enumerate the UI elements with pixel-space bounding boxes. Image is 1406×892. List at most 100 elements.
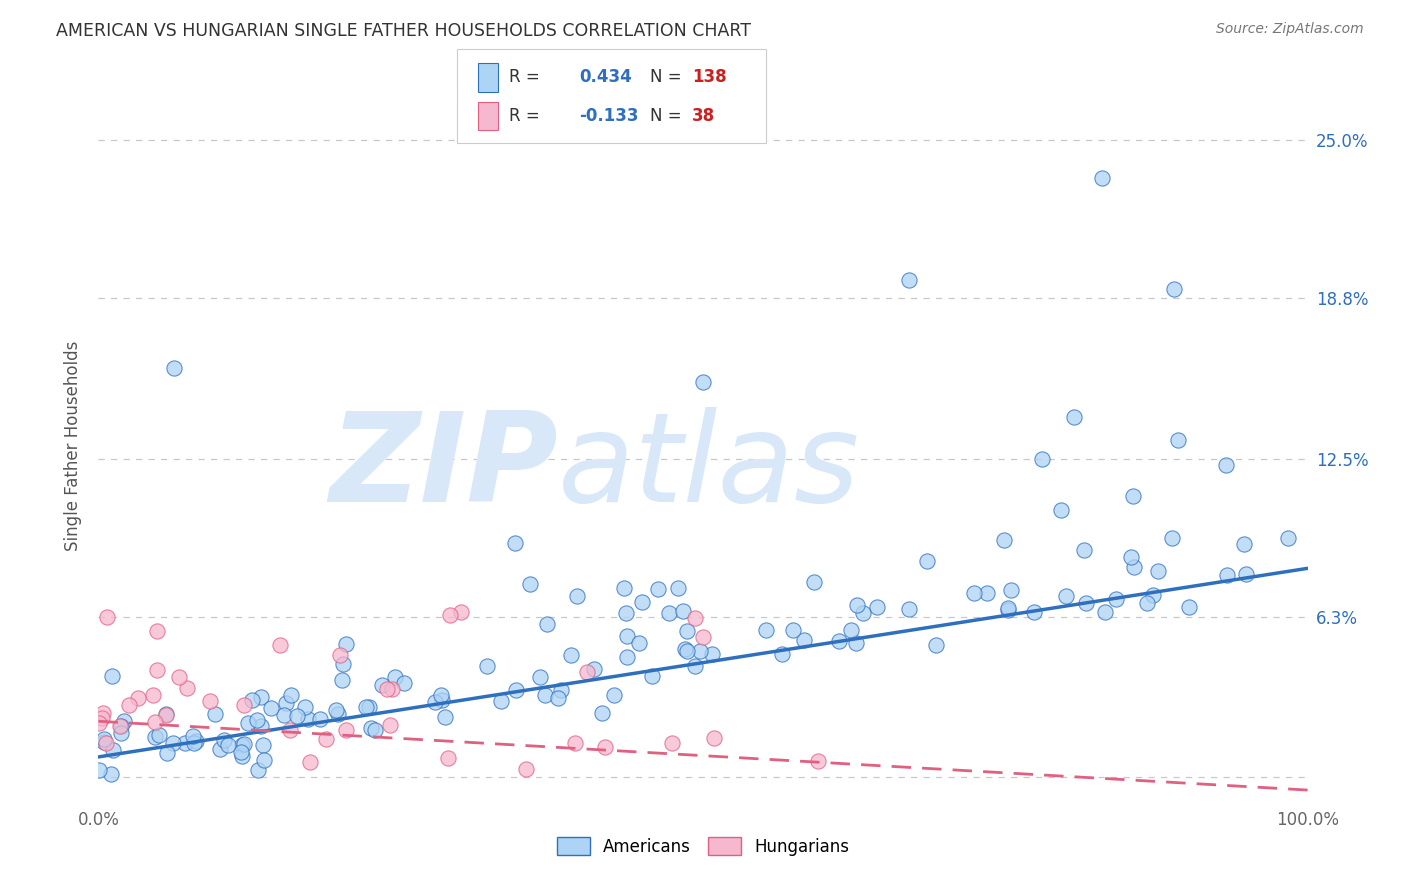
Point [246, 763, 269, 777]
Point [231, 745, 253, 759]
Point [357, 700, 380, 714]
Text: Source: ZipAtlas.com: Source: ZipAtlas.com [1216, 22, 1364, 37]
Point [1121, 549, 1143, 564]
Point [162, 736, 184, 750]
Point [269, 638, 291, 652]
Point [155, 708, 177, 723]
Point [547, 691, 569, 706]
Point [628, 636, 651, 650]
Point [1122, 489, 1144, 503]
Point [845, 635, 868, 649]
Point [112, 714, 135, 728]
Text: N =: N = [650, 69, 681, 87]
Point [1091, 171, 1114, 186]
Point [676, 644, 699, 658]
Y-axis label: Single Father Households: Single Father Households [65, 341, 83, 551]
Point [101, 669, 124, 683]
Point [100, 767, 122, 781]
Point [232, 738, 254, 752]
Point [437, 751, 460, 765]
Point [332, 657, 354, 671]
Point [371, 678, 394, 692]
Point [143, 731, 166, 745]
Point [689, 643, 711, 657]
Point [963, 586, 986, 600]
Point [87, 715, 110, 730]
Point [1233, 537, 1256, 551]
Point [93, 731, 115, 746]
Point [576, 665, 599, 680]
Text: 38: 38 [692, 107, 714, 125]
Point [231, 738, 253, 752]
Point [364, 723, 387, 738]
Point [231, 748, 253, 763]
Point [91, 706, 114, 721]
Point [209, 742, 232, 756]
Point [997, 600, 1019, 615]
Point [827, 633, 849, 648]
Point [560, 648, 582, 663]
Point [142, 688, 165, 702]
Point [273, 708, 295, 723]
Point [993, 533, 1015, 548]
Point [360, 721, 382, 735]
Point [536, 617, 558, 632]
Point [238, 715, 260, 730]
Point [613, 581, 636, 595]
Point [294, 699, 316, 714]
Point [433, 710, 456, 724]
Point [176, 681, 198, 696]
Point [567, 589, 589, 603]
Point [335, 637, 357, 651]
Point [702, 647, 724, 661]
Point [564, 736, 586, 750]
Point [1216, 568, 1239, 582]
Point [1063, 409, 1085, 424]
Point [156, 747, 179, 761]
Point [852, 606, 875, 620]
Point [925, 638, 948, 652]
Point [1215, 458, 1237, 473]
Point [515, 763, 537, 777]
Point [897, 601, 920, 615]
Point [330, 673, 353, 688]
Point [658, 606, 681, 620]
Point [675, 641, 697, 656]
Text: R =: R = [509, 69, 540, 87]
Point [94, 736, 117, 750]
Point [384, 669, 406, 683]
Text: N =: N = [650, 107, 681, 125]
Point [782, 624, 804, 638]
Point [846, 598, 869, 612]
Point [1142, 588, 1164, 602]
Point [450, 605, 472, 619]
Point [661, 736, 683, 750]
Point [839, 624, 862, 638]
Point [770, 647, 793, 661]
Point [146, 663, 169, 677]
Point [1135, 596, 1157, 610]
Point [174, 736, 197, 750]
Point [252, 738, 274, 752]
Point [101, 743, 124, 757]
Point [1234, 566, 1257, 581]
Point [378, 717, 401, 731]
Legend: Americans, Hungarians: Americans, Hungarians [550, 830, 856, 863]
Text: ZIP: ZIP [329, 407, 558, 528]
Point [1054, 590, 1077, 604]
Point [93, 735, 115, 749]
Point [807, 754, 830, 768]
Point [91, 711, 114, 725]
Point [803, 575, 825, 590]
Point [519, 576, 541, 591]
Point [550, 682, 572, 697]
Text: R =: R = [509, 107, 540, 125]
Point [603, 688, 626, 702]
Point [87, 764, 110, 778]
Point [1122, 560, 1144, 574]
Point [1076, 597, 1098, 611]
Point [276, 696, 298, 710]
Point [167, 670, 190, 684]
Point [1177, 600, 1199, 615]
Point [534, 688, 557, 702]
